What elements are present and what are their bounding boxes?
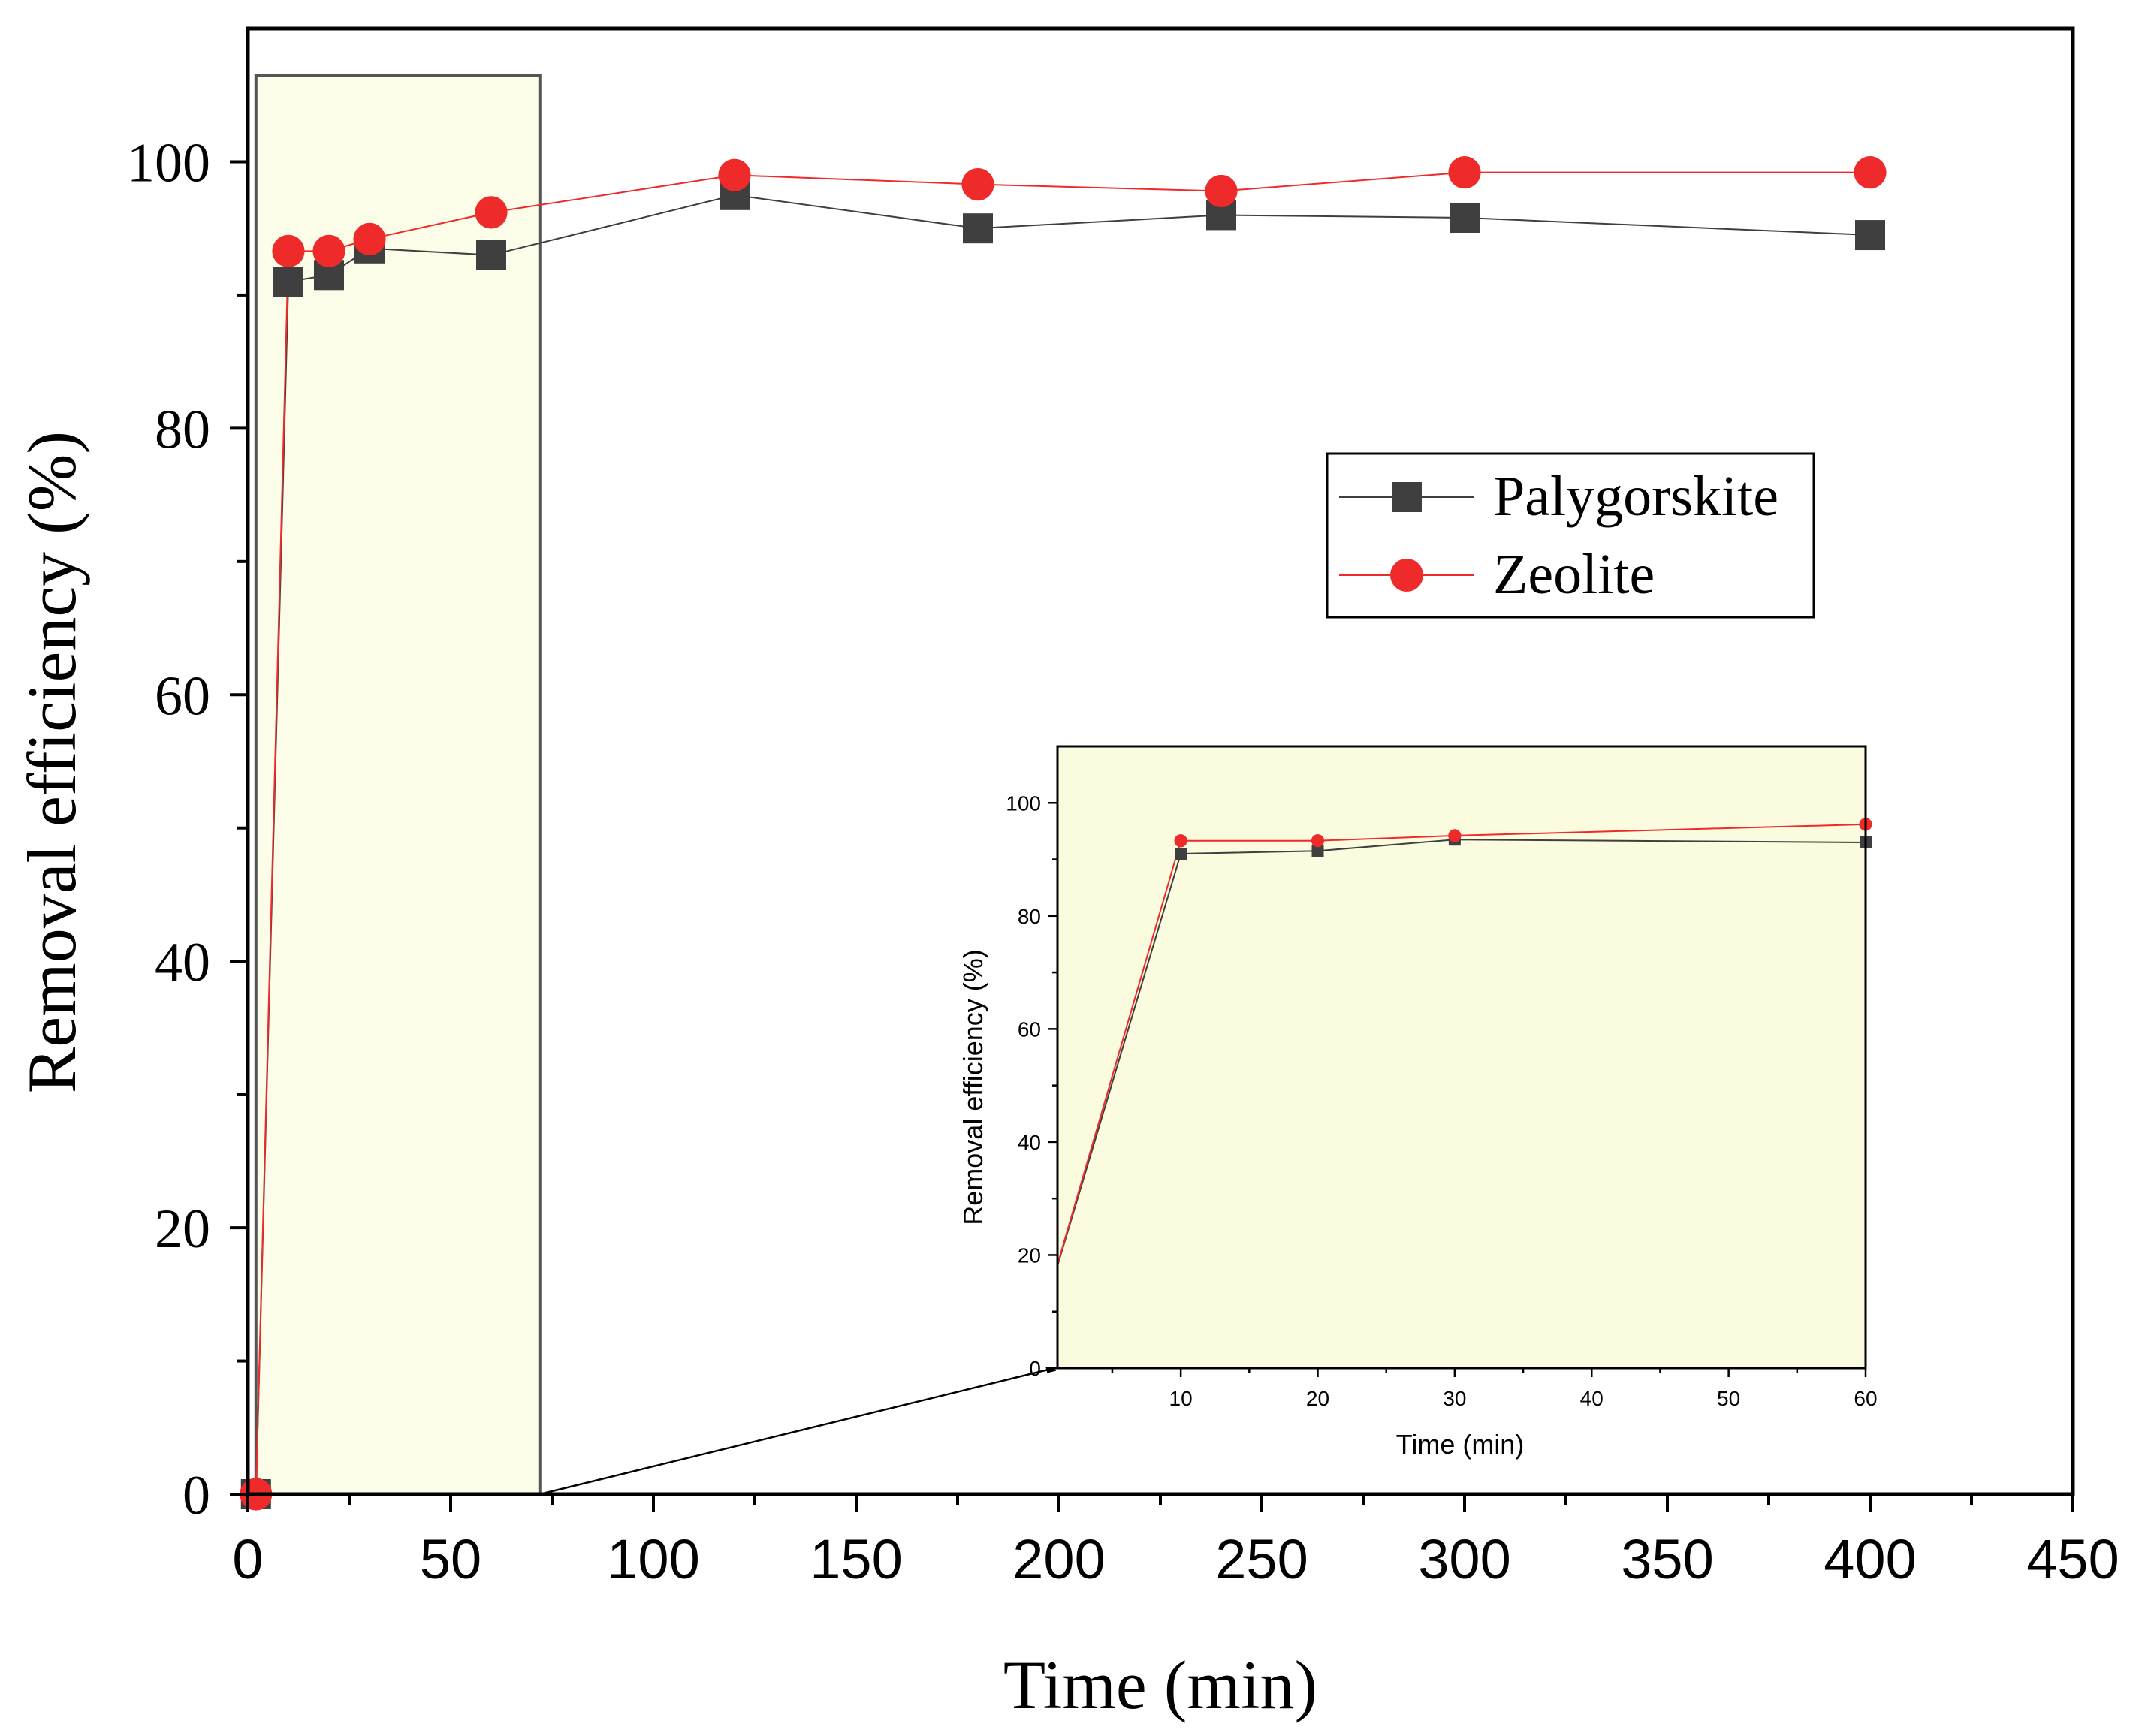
main-x-axis-label: Time (min) — [1003, 1647, 1317, 1723]
inset-background — [1057, 746, 1866, 1368]
inset-y-tick-label: 100 — [1006, 791, 1041, 815]
main-y-tick-label: 20 — [155, 1198, 210, 1260]
inset-y-tick-label: 60 — [1018, 1017, 1041, 1041]
inset-point-palygorskite — [1038, 1306, 1050, 1318]
main-x-tick-label: 450 — [2026, 1528, 2119, 1590]
main-x-tick-label: 0 — [232, 1528, 263, 1590]
main-point-zeolite — [718, 158, 751, 191]
inset-x-axis-label: Time (min) — [1396, 1429, 1525, 1460]
legend-marker-palygorskite — [1392, 482, 1422, 512]
inset-x-tick-label: 20 — [1306, 1387, 1329, 1410]
inset-x-tick-label: 10 — [1169, 1387, 1193, 1410]
inset-y-tick-label: 20 — [1018, 1243, 1041, 1267]
inset-point-zeolite — [1311, 834, 1325, 848]
inset-plot: 10 20 30 40 50 60 0 20 40 60 80 100 Time (min) Rem… — [958, 745, 1878, 1460]
main-y-tick-label: 60 — [155, 665, 210, 727]
inset-point-zeolite — [1448, 829, 1462, 842]
main-x-tick-label: 50 — [420, 1528, 481, 1590]
inset-point-zeolite — [1037, 1305, 1050, 1318]
legend-marker-zeolite — [1390, 559, 1423, 592]
main-line-zeolite — [255, 171, 1870, 1495]
main-x-axis: 0 50 100 150 200 250 300 350 400 450 — [232, 1494, 2119, 1590]
zoom-arrow — [539, 1368, 1054, 1496]
inset-x-tick-label: 40 — [1580, 1387, 1604, 1410]
main-y-axis-label: Removal efficiency (%) — [14, 431, 90, 1093]
main-point-zeolite — [475, 196, 508, 229]
main-point-palygorskite — [273, 267, 303, 297]
main-y-tick-label: 80 — [155, 399, 210, 460]
main-point-zeolite — [272, 234, 305, 267]
main-point-zeolite — [353, 222, 386, 255]
inset-y-axis-label: Removal efficiency (%) — [958, 949, 988, 1225]
main-x-tick-label: 350 — [1621, 1528, 1713, 1590]
legend-label-palygorskite: Palygorskite — [1493, 465, 1779, 528]
main-point-palygorskite — [963, 213, 993, 244]
main-point-palygorskite — [1855, 220, 1885, 251]
inset-point-palygorskite — [1175, 848, 1187, 860]
inset-x-tick-label: 30 — [1443, 1387, 1466, 1410]
inset-plot-frame — [1056, 745, 1867, 1370]
inset-x-axis: 10 20 30 40 50 60 — [1111, 1368, 1878, 1410]
main-x-tick-label: 400 — [1824, 1528, 1916, 1590]
main-plot: 0 50 100 150 200 250 300 350 400 450 020406080100… — [14, 26, 2119, 1723]
main-x-tick-label: 200 — [1012, 1528, 1105, 1590]
main-line-palygorskite — [255, 194, 1871, 1495]
inset-y-tick-label: 0 — [1029, 1357, 1041, 1380]
zoom-highlight-region — [254, 74, 542, 1496]
main-point-zeolite — [1448, 156, 1481, 189]
inset-x-tick-label: 50 — [1717, 1387, 1740, 1410]
main-y-tick-label: 100 — [127, 132, 210, 194]
main-x-tick-label: 150 — [810, 1528, 902, 1590]
main-x-tick-label: 300 — [1418, 1528, 1510, 1590]
inset-y-tick-label: 40 — [1018, 1131, 1041, 1154]
main-y-tick-label: 0 — [183, 1465, 210, 1527]
inset-point-palygorskite — [1311, 845, 1324, 857]
main-x-tick-label: 100 — [607, 1528, 699, 1590]
inset-point-zeolite — [1174, 834, 1187, 848]
main-point-palygorskite — [476, 240, 506, 270]
legend-label-zeolite: Zeolite — [1493, 543, 1655, 606]
main-y-tick-label: 40 — [155, 932, 210, 993]
main-point-zeolite — [961, 168, 994, 201]
main-point-zeolite — [312, 234, 345, 267]
legend: Palygorskite Zeolite — [1326, 452, 1815, 619]
main-x-tick-label: 250 — [1215, 1528, 1308, 1590]
inset-y-tick-label: 80 — [1018, 905, 1041, 928]
main-y-axis: 0 20 40 60 80 100 — [127, 132, 248, 1527]
main-point-zeolite — [1205, 174, 1238, 208]
inset-x-tick-label: 60 — [1854, 1387, 1877, 1410]
inset-y-axis: 0 20 40 60 80 100 — [1006, 791, 1057, 1380]
main-point-palygorskite — [1450, 202, 1480, 233]
inset-series-layer — [1037, 818, 1872, 1318]
main-point-zeolite — [1854, 156, 1887, 189]
